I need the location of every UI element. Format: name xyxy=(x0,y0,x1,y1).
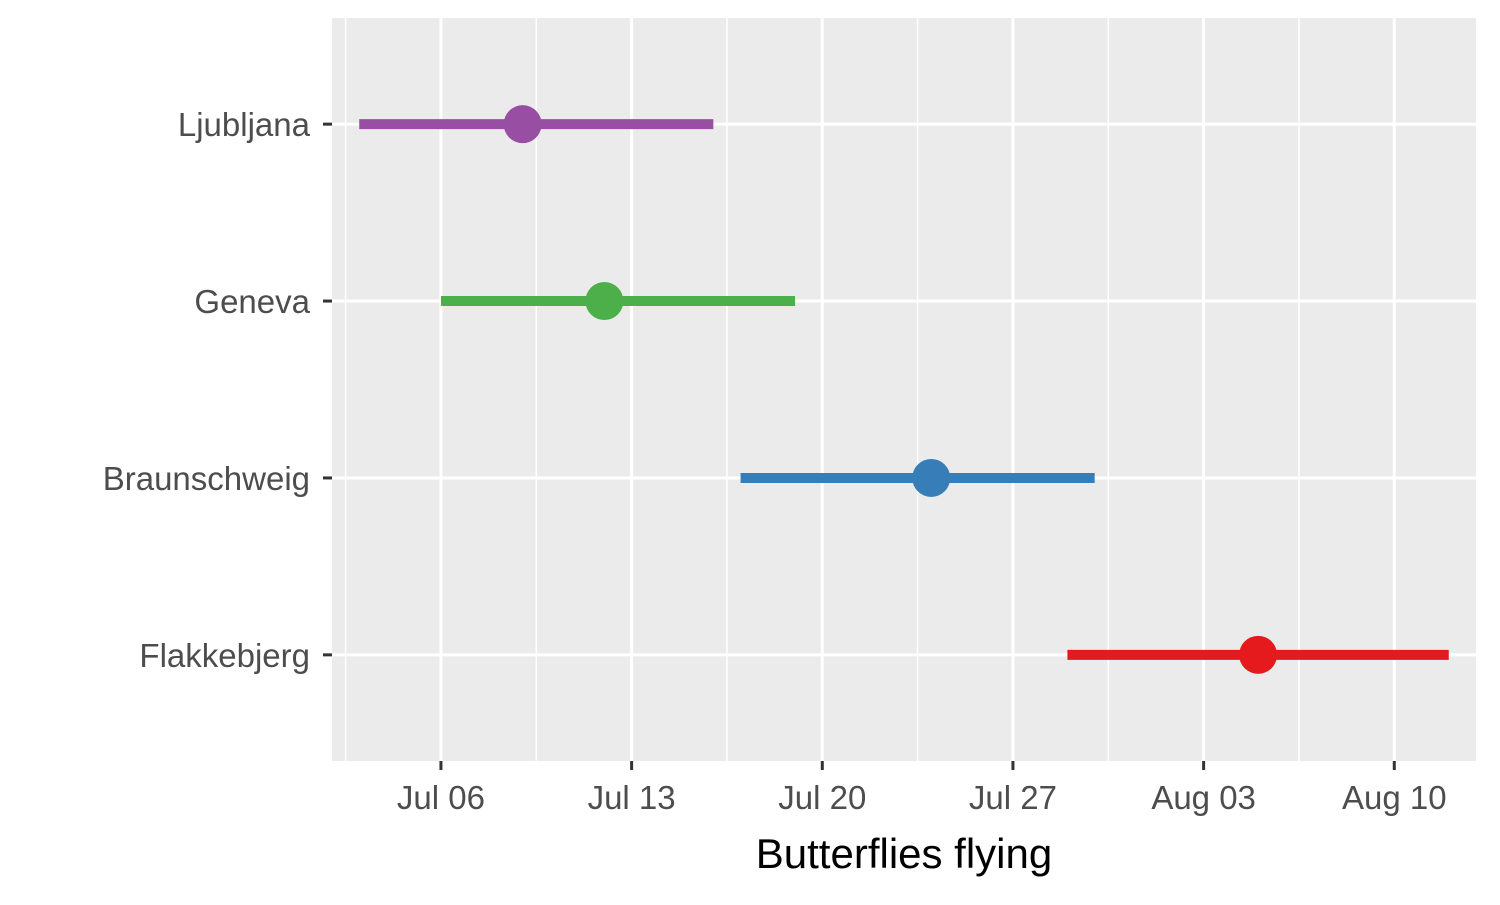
y-tick-label: Flakkebjerg xyxy=(139,637,310,674)
y-tick-label: Braunschweig xyxy=(103,460,310,497)
center-point xyxy=(503,105,542,144)
plot-panel xyxy=(332,18,1476,761)
y-tick-label: Ljubljana xyxy=(178,106,311,143)
x-axis: Jul 06 Jul 13 Jul 20 Jul 27 Aug 03 Aug 10 xyxy=(397,761,1447,816)
center-point xyxy=(585,282,624,321)
x-tick-label: Aug 03 xyxy=(1151,779,1256,816)
minor-gridlines xyxy=(344,18,1300,761)
x-tick-label: Jul 06 xyxy=(397,779,485,816)
x-tick-label: Jul 27 xyxy=(969,779,1057,816)
x-tick-label: Jul 13 xyxy=(588,779,676,816)
y-tick-label: Geneva xyxy=(194,283,310,320)
x-tick-label: Jul 20 xyxy=(778,779,866,816)
center-point xyxy=(912,458,951,497)
data-marks xyxy=(359,105,1449,674)
y-axis: Ljubljana Geneva Braunschweig Flakkebjerg xyxy=(103,106,332,674)
center-point xyxy=(1239,635,1278,674)
x-axis-title: Butterflies flying xyxy=(756,830,1052,877)
x-tick-label: Aug 10 xyxy=(1342,779,1447,816)
